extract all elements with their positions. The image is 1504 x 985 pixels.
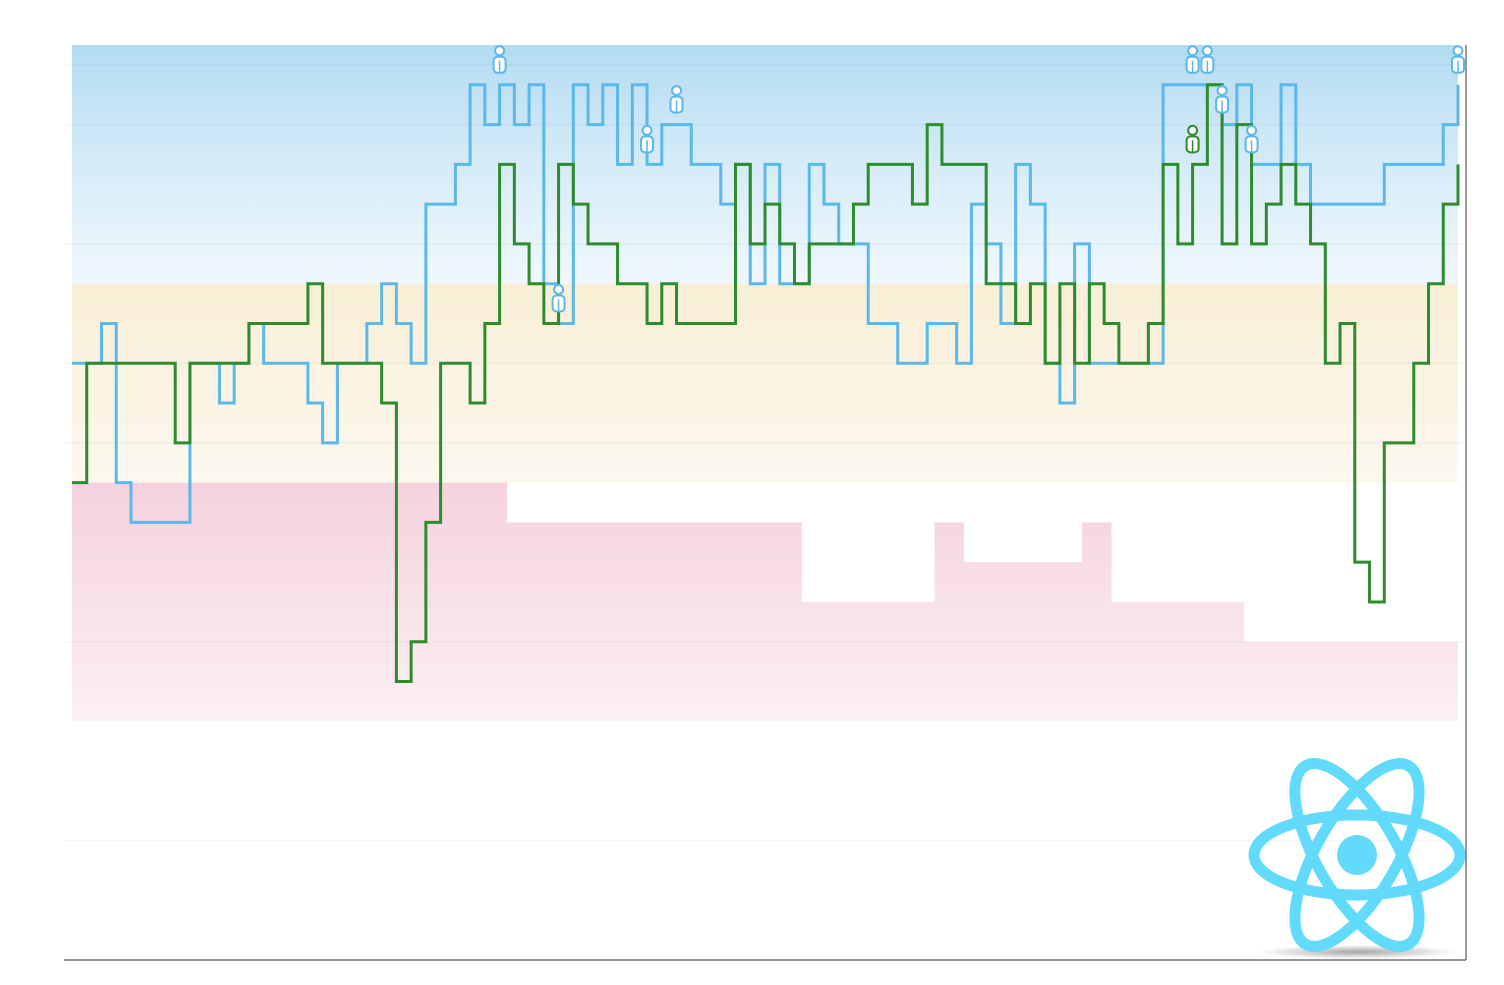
marker-head bbox=[1201, 45, 1213, 57]
person-marker-icon bbox=[1185, 124, 1200, 154]
person-marker-icon bbox=[551, 283, 566, 313]
marker-head bbox=[553, 283, 565, 295]
react-atom-logo-icon bbox=[1248, 758, 1466, 959]
chart-series bbox=[72, 83, 1460, 684]
person-marker-icon bbox=[1200, 45, 1215, 74]
person-marker-icon bbox=[640, 124, 655, 154]
person-marker-icon bbox=[1215, 85, 1230, 114]
chart-markers bbox=[492, 45, 1465, 313]
series-line-2 bbox=[72, 83, 1460, 684]
marker-head bbox=[671, 85, 683, 97]
marker-head bbox=[1452, 45, 1464, 57]
chart-axes bbox=[64, 45, 1467, 961]
person-marker-icon bbox=[1244, 124, 1259, 154]
marker-head bbox=[1187, 45, 1199, 57]
marker-head bbox=[1246, 124, 1258, 136]
marker-head bbox=[1187, 124, 1199, 136]
marker-head bbox=[641, 124, 653, 136]
person-marker-icon bbox=[1185, 45, 1200, 74]
marker-head bbox=[494, 45, 506, 57]
band-low bbox=[72, 482, 1458, 722]
marker-head bbox=[1216, 85, 1228, 97]
chart-bands bbox=[72, 45, 1458, 722]
person-marker-icon bbox=[492, 45, 507, 74]
person-marker-icon bbox=[669, 85, 684, 114]
band-mid bbox=[72, 283, 1458, 483]
person-marker-icon bbox=[1451, 45, 1465, 74]
